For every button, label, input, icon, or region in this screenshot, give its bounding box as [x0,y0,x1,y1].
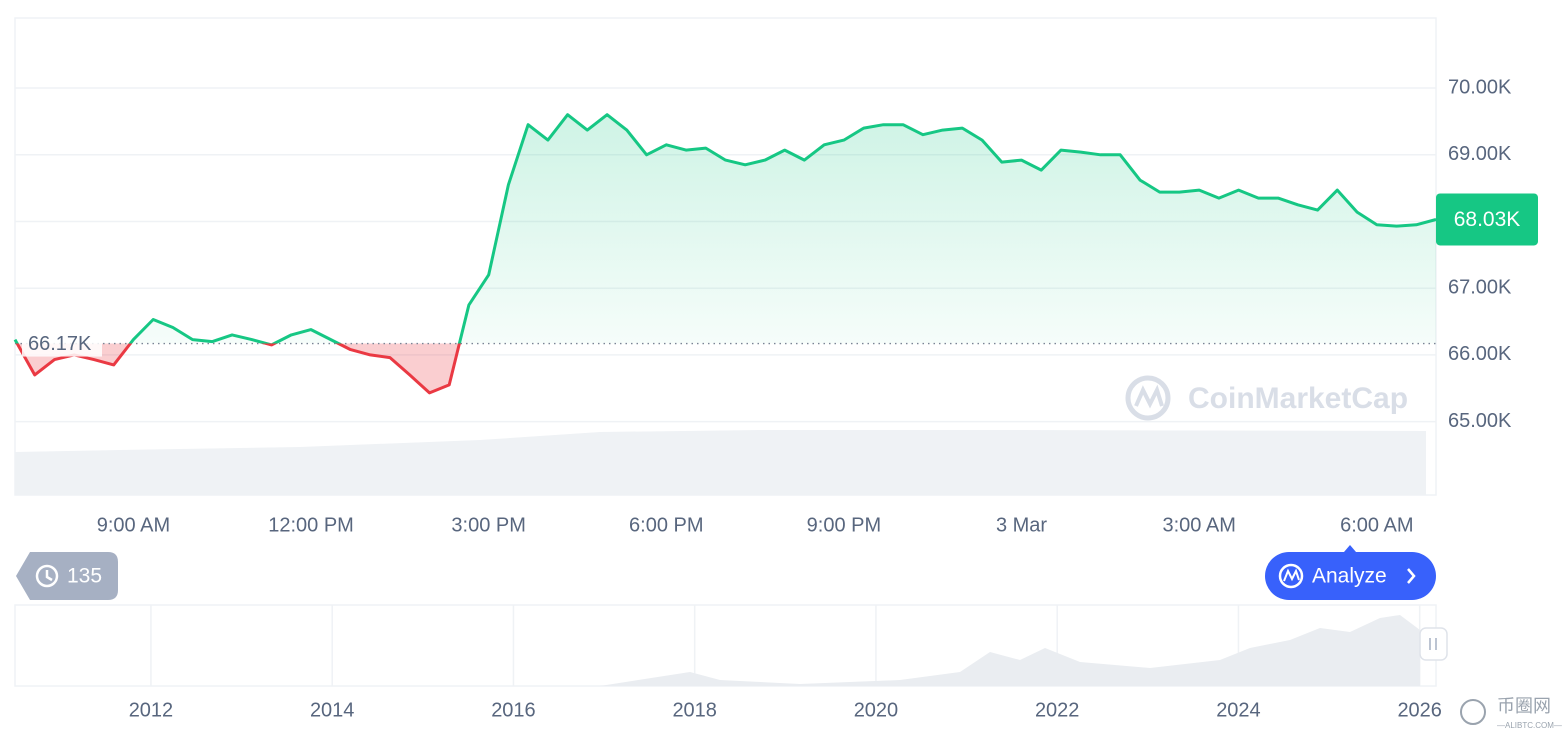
x-tick-label: 6:00 PM [629,514,703,536]
site-watermark-text: 币圈网 [1497,696,1551,716]
y-tick-label: 66.00K [1448,343,1512,365]
x-tick-label: 6:00 AM [1340,514,1413,536]
y-tick-label: 67.00K [1448,276,1512,298]
current-price-badge [1436,193,1538,246]
history-count: 135 [67,565,102,588]
history-tag[interactable]: 135 [16,552,118,600]
navigator-year-label: 2024 [1216,699,1261,721]
x-tick-label: 3 Mar [996,514,1047,536]
baseline-label: 66.17K [28,333,92,355]
x-tick-label: 3:00 PM [451,514,525,536]
navigator-handle[interactable] [1419,627,1448,661]
navigator-year-label: 2014 [310,699,355,721]
y-tick-label: 65.00K [1448,410,1512,432]
x-tick-label: 3:00 AM [1162,514,1235,536]
baseline-label-bg [22,330,102,357]
watermark: CoinMarketCap [1125,375,1408,421]
price-line [13,113,1437,395]
navigator-year-label: 2020 [854,699,899,721]
site-url: —ALIBTC.COM— [1497,721,1562,730]
x-tick-label: 9:00 AM [97,514,170,536]
navigator-year-label: 2012 [129,699,174,721]
y-tick-label: 70.00K [1448,76,1512,98]
x-tick-label: 9:00 PM [807,514,881,536]
analyze-button[interactable]: Analyze [1265,545,1436,600]
y-tick-label: 69.00K [1448,143,1512,165]
watermark-text: CoinMarketCap [1188,382,1408,415]
current-price-label: 68.03K [1454,208,1521,231]
navigator-year-label: 2022 [1035,699,1080,721]
navigator-year-label: 2026 [1397,699,1442,721]
navigator-area [15,615,1420,686]
volume-bars [15,430,1426,495]
navigator-year-label: 2018 [672,699,717,721]
site-watermark: 币圈网 —ALIBTC.COM— [1460,696,1562,730]
analyze-label: Analyze [1312,565,1387,588]
navigator-year-label: 2016 [491,699,536,721]
price-area [15,114,1436,393]
x-tick-label: 12:00 PM [268,514,354,536]
